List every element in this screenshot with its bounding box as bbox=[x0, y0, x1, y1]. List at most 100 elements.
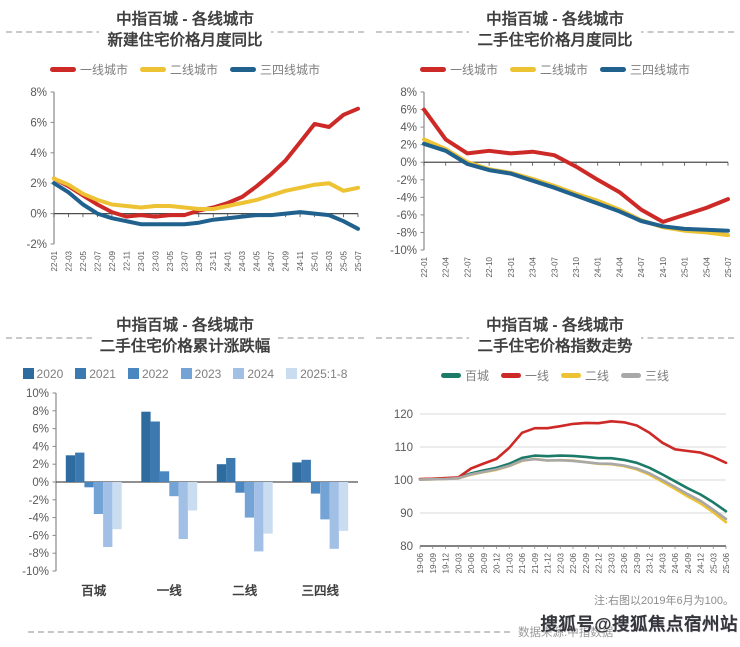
bar bbox=[244, 481, 255, 518]
legend-label: 2021 bbox=[89, 366, 116, 381]
svg-text:-6%: -6% bbox=[397, 210, 417, 222]
svg-text:三四线: 三四线 bbox=[301, 583, 339, 598]
svg-text:10%: 10% bbox=[26, 388, 49, 400]
legend-label: 2022 bbox=[141, 366, 169, 381]
legend-item: 三四线城市 bbox=[600, 61, 690, 78]
svg-text:23-09: 23-09 bbox=[195, 250, 204, 271]
svg-text:22-04: 22-04 bbox=[442, 256, 451, 277]
svg-text:25-05: 25-05 bbox=[340, 250, 349, 271]
x-tick-labels: 19-06 19-09 19-12 20-03 20-06 20-09 20-12 21-03… bbox=[416, 552, 731, 573]
y-tick-labels: -10% -8% -6% -4% -2% 0% 2% 4% 6% 8% bbox=[390, 87, 417, 257]
legend-label: 2025:1-8 bbox=[300, 366, 348, 381]
chart-card-cumulative-change: 中指百城 - 各线城市 二手住宅价格累计涨跌幅 2020 2021 2022 2023… bbox=[0, 306, 370, 600]
svg-text:25-01: 25-01 bbox=[311, 250, 320, 271]
svg-text:23-03: 23-03 bbox=[151, 250, 160, 271]
line-series bbox=[52, 176, 360, 211]
chart-title-line2: 二手住宅价格累计涨跌幅 bbox=[99, 337, 271, 355]
bar bbox=[169, 481, 179, 497]
svg-text:21-12: 21-12 bbox=[544, 552, 553, 573]
svg-text:21-06: 21-06 bbox=[518, 552, 527, 573]
svg-text:20-06: 20-06 bbox=[467, 552, 476, 573]
legend-item: 2023 bbox=[180, 367, 221, 381]
zero-axis bbox=[423, 161, 729, 166]
chart-legend: 一线城市 二线城市 三四线城市 bbox=[0, 61, 370, 78]
bar bbox=[329, 481, 339, 549]
svg-text:21-09: 21-09 bbox=[531, 552, 540, 573]
svg-text:21-03: 21-03 bbox=[505, 552, 514, 573]
svg-text:24-05: 24-05 bbox=[253, 250, 262, 271]
svg-text:19-06: 19-06 bbox=[416, 552, 425, 573]
svg-text:22-11: 22-11 bbox=[122, 250, 131, 270]
legend-item: 百城 bbox=[440, 367, 489, 384]
x-tick-labels: 22-01 22-03 22-05 22-07 22-09 22-11 23-01 23-03… bbox=[50, 250, 363, 271]
chart-title-block: 中指百城 - 各线城市 新建住宅价格月度同比 bbox=[0, 10, 370, 52]
legend-swatch-line bbox=[419, 66, 446, 72]
chart-title-line1: 中指百城 - 各线城市 bbox=[116, 317, 254, 334]
svg-text:4%: 4% bbox=[400, 122, 417, 134]
svg-text:22-03: 22-03 bbox=[556, 552, 565, 573]
legend-label: 二线城市 bbox=[539, 62, 588, 77]
bar bbox=[103, 481, 113, 547]
footer-source: 数据来源:中指数据 bbox=[518, 627, 614, 639]
legend-swatch-square bbox=[286, 368, 298, 380]
legend-label: 三线 bbox=[645, 368, 670, 383]
svg-text:25-03: 25-03 bbox=[325, 250, 334, 271]
legend-swatch-line bbox=[561, 372, 581, 378]
chart-title: 中指百城 - 各线城市 二手住宅价格指数走势 bbox=[469, 316, 641, 358]
bar bbox=[226, 457, 236, 482]
chart-title: 中指百城 - 各线城市 新建住宅价格月度同比 bbox=[99, 10, 271, 52]
legend-swatch-square bbox=[233, 368, 245, 380]
svg-text:-2%: -2% bbox=[397, 175, 417, 187]
svg-text:24-12: 24-12 bbox=[697, 552, 706, 573]
svg-text:22-07: 22-07 bbox=[463, 256, 472, 277]
line-series bbox=[422, 141, 730, 233]
legend-label: 一线城市 bbox=[79, 62, 128, 77]
legend-item: 三四线城市 bbox=[230, 61, 320, 78]
legend-item: 一线城市 bbox=[419, 61, 498, 78]
legend-swatch-square bbox=[180, 368, 192, 380]
svg-text:23-04: 23-04 bbox=[529, 256, 538, 277]
legend-swatch-line bbox=[500, 372, 521, 378]
bar bbox=[150, 421, 160, 482]
chart-title-block: 中指百城 - 各线城市 二手住宅价格累计涨跌幅 bbox=[0, 316, 370, 358]
svg-text:24-09: 24-09 bbox=[282, 250, 291, 271]
bar bbox=[292, 462, 302, 482]
legend-swatch-square bbox=[75, 368, 87, 380]
x-tick-labels: 22-01 22-04 22-07 22-10 23-01 23-04 23-07 23-10… bbox=[420, 256, 733, 277]
svg-text:8%: 8% bbox=[32, 406, 49, 418]
chart-title-block: 中指百城 - 各线城市 二手住宅价格月度同比 bbox=[370, 10, 740, 52]
svg-text:-2%: -2% bbox=[27, 239, 47, 251]
svg-text:24-04: 24-04 bbox=[615, 256, 624, 277]
svg-text:23-05: 23-05 bbox=[166, 250, 175, 271]
y-tick-labels: -10% -8% -6% -4% -2% 0% 2% 4% 6% 8% 10% bbox=[22, 388, 49, 578]
svg-text:0%: 0% bbox=[400, 157, 417, 169]
svg-text:25-06: 25-06 bbox=[722, 552, 731, 573]
svg-text:23-06: 23-06 bbox=[620, 552, 629, 573]
svg-text:24-03: 24-03 bbox=[658, 552, 667, 573]
svg-text:2%: 2% bbox=[32, 459, 49, 471]
svg-text:22-01: 22-01 bbox=[50, 250, 59, 271]
svg-text:19-09: 19-09 bbox=[429, 552, 438, 573]
x-tick-labels: 百城 一线 二线 三四线 bbox=[81, 583, 339, 598]
svg-text:23-10: 23-10 bbox=[572, 256, 581, 277]
line-series bbox=[422, 107, 730, 224]
svg-text:24-03: 24-03 bbox=[238, 250, 247, 271]
bar bbox=[84, 481, 94, 488]
svg-text:6%: 6% bbox=[32, 423, 49, 435]
svg-text:二线: 二线 bbox=[232, 583, 258, 598]
svg-text:20-12: 20-12 bbox=[493, 552, 502, 573]
svg-text:22-05: 22-05 bbox=[79, 250, 88, 271]
legend-label: 三四线城市 bbox=[260, 62, 321, 77]
svg-text:0%: 0% bbox=[30, 208, 47, 220]
svg-text:24-07: 24-07 bbox=[637, 256, 646, 277]
svg-text:22-12: 22-12 bbox=[595, 552, 604, 573]
legend-item: 二线城市 bbox=[509, 61, 588, 78]
svg-text:25-03: 25-03 bbox=[709, 552, 718, 573]
legend-swatch-square bbox=[22, 368, 34, 380]
legend-swatch-line bbox=[230, 66, 256, 72]
svg-text:23-01: 23-01 bbox=[507, 256, 516, 277]
svg-text:-10%: -10% bbox=[390, 245, 417, 257]
line-chart-price-index: 80 90 100 110 120 19-06 19-09 19-12 20-03 20-06 20… bbox=[394, 409, 731, 573]
svg-text:-8%: -8% bbox=[397, 227, 417, 239]
